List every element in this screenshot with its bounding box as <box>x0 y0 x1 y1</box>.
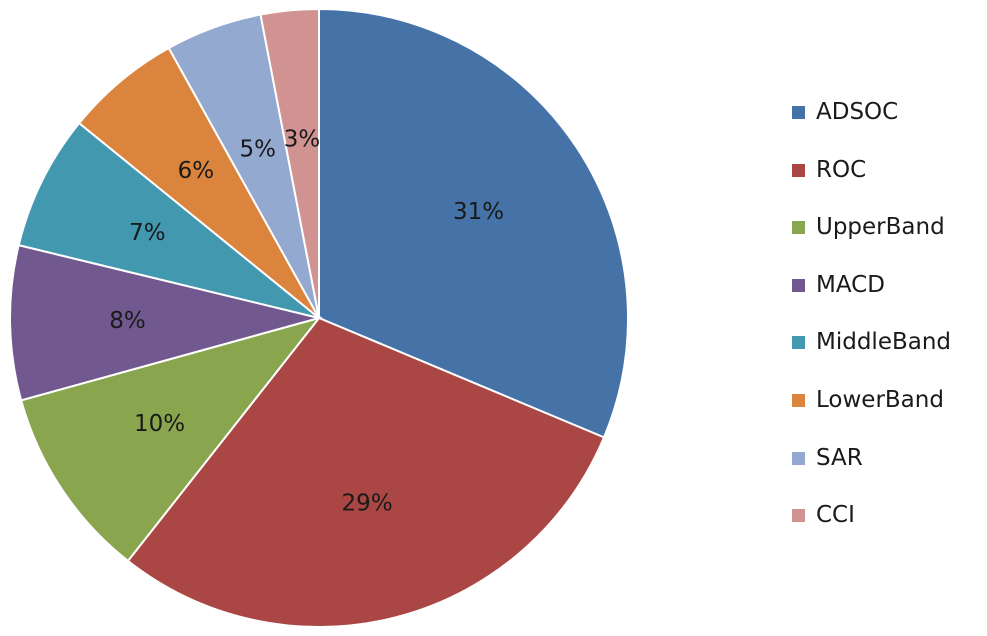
pie-slice-adsoc <box>318 7 629 439</box>
legend-item-sar: SAR <box>792 444 951 502</box>
data-label-middleband: 7% <box>129 220 166 246</box>
legend-label: MiddleBand <box>816 329 952 356</box>
data-label-macd: 8% <box>109 308 146 334</box>
pie-slices <box>9 7 629 628</box>
legend-swatch <box>792 106 805 119</box>
legend-swatch <box>792 451 805 465</box>
legend-swatch <box>792 509 805 523</box>
pie-slice-lowerband <box>77 46 320 319</box>
legend-label: ROC <box>816 156 867 183</box>
legend-swatch <box>792 278 805 292</box>
pie-data-labels: 31% 29% 10% 8% 7% 6% 5% 3% <box>109 127 504 517</box>
pie-slice-roc <box>126 316 606 628</box>
data-label-lowerband: 6% <box>178 158 215 184</box>
pie-slice-middleband <box>17 121 320 319</box>
legend-item-cci: CCI <box>792 501 951 559</box>
data-label-sar: 5% <box>239 137 276 163</box>
legend-label: CCI <box>816 502 855 529</box>
legend-label: MACD <box>816 271 885 298</box>
legend-item-roc: ROC <box>792 156 951 214</box>
legend-item-upperband: UpperBand <box>792 213 951 271</box>
legend-item-lowerband: LowerBand <box>792 386 951 444</box>
legend-swatch <box>792 393 805 407</box>
data-label-cci: 3% <box>284 127 321 153</box>
legend-swatch <box>792 221 805 235</box>
legend-label: LowerBand <box>816 386 944 413</box>
data-label-upperband: 10% <box>134 411 185 437</box>
legend-item-adsoc: ADSOC <box>792 98 951 156</box>
legend: ADSOC ROC UpperBand MACD MiddleBand LowerBand… <box>792 98 951 559</box>
legend-swatch <box>792 163 805 177</box>
legend-item-middleband: MiddleBand <box>792 328 951 386</box>
pie-slice-upperband <box>19 316 322 563</box>
pie-slice-cci <box>259 7 320 319</box>
legend-label: ADSOC <box>816 99 899 125</box>
legend-swatch <box>792 336 805 350</box>
legend-item-macd: MACD <box>792 271 951 329</box>
legend-label: UpperBand <box>816 214 945 241</box>
pie-slice-macd <box>9 243 323 402</box>
legend-label: SAR <box>816 444 863 471</box>
data-label-adsoc: 31% <box>453 199 504 225</box>
data-label-roc: 29% <box>342 490 393 516</box>
